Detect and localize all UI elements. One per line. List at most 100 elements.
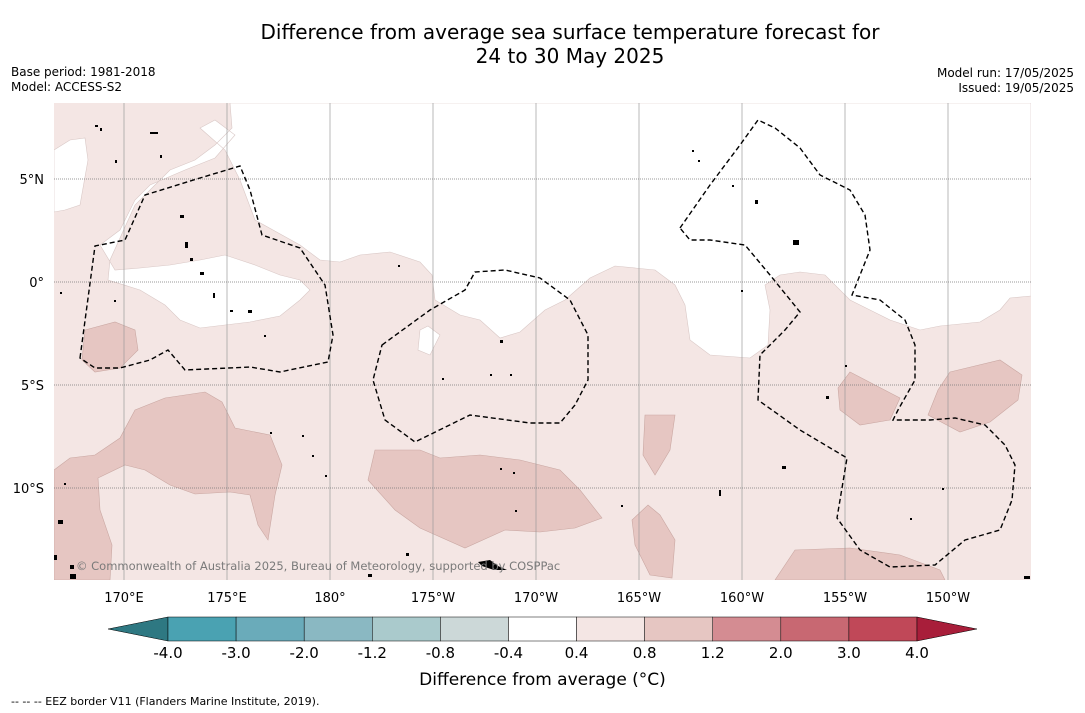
island: [230, 310, 233, 312]
footer-eez-note: -- -- -- EEZ border V11 (Flanders Marine…: [11, 695, 320, 708]
islands: [54, 125, 1030, 579]
warm-region-8: [774, 547, 946, 580]
island: [150, 132, 158, 134]
island: [513, 472, 515, 474]
island: [100, 128, 102, 131]
island: [58, 520, 63, 524]
island: [270, 432, 272, 434]
lon-labels: 170°E 175°E 180° 175°W 170°W 165°W 160°W…: [104, 591, 970, 606]
island: [698, 160, 700, 162]
warm-region-7: [927, 359, 1023, 433]
island: [160, 155, 162, 158]
island: [515, 510, 517, 512]
lon-label-175e: 175°E: [207, 591, 247, 606]
island: [70, 565, 74, 569]
island: [302, 435, 304, 437]
map-area: © Commonwealth of Australia 2025, Bureau…: [54, 103, 1031, 580]
island: [368, 574, 372, 577]
colorbar-tick-label: 1.2: [701, 644, 725, 662]
island: [185, 242, 188, 248]
island: [200, 272, 204, 275]
colorbar-tick-label: -2.0: [290, 644, 319, 662]
colorbar-tick-label: 2.0: [769, 644, 793, 662]
colorbar-tick-label: -3.0: [221, 644, 250, 662]
island: [190, 258, 193, 261]
lon-label-170e: 170°E: [104, 591, 144, 606]
island: [719, 490, 721, 496]
island: [406, 553, 409, 556]
island: [741, 290, 743, 292]
island: [54, 555, 57, 560]
meta-right: Model run: 17/05/2025 Issued: 19/05/2025: [937, 66, 1074, 96]
island: [826, 396, 829, 399]
lon-label-160w: 160°W: [720, 591, 764, 606]
copyright-text: © Commonwealth of Australia 2025, Bureau…: [76, 559, 560, 573]
colorbar-segment: [372, 616, 441, 642]
island: [264, 335, 266, 337]
island: [114, 300, 116, 302]
issued-date: Issued: 19/05/2025: [958, 81, 1074, 95]
island: [478, 560, 507, 570]
island: [213, 293, 215, 298]
island: [845, 365, 847, 367]
colorbar-tick-label: 0.8: [633, 644, 657, 662]
colorbar-segment: [303, 616, 373, 642]
model-run: Model run: 17/05/2025: [936, 66, 1074, 80]
meta-left: Base period: 1981-2018 Model: ACCESS-S2: [11, 65, 156, 95]
island: [442, 378, 444, 380]
warm-region-6: [837, 371, 901, 426]
colorbar-tick-label: 4.0: [905, 644, 929, 662]
colorbar-tick-label: -4.0: [153, 644, 182, 662]
colorbar-extend-high: [916, 616, 978, 642]
island: [782, 466, 786, 469]
lon-label-155w: 155°W: [823, 591, 867, 606]
colorbar-tick-label: -0.8: [426, 644, 455, 662]
neutral-regions: [54, 103, 1031, 359]
model-name: Model: ACCESS-S2: [11, 80, 123, 94]
lon-label-175w: 175°W: [411, 591, 455, 606]
warm-regions: [54, 321, 1023, 580]
island: [60, 292, 62, 294]
warm-region-2: [54, 391, 283, 580]
island: [1024, 576, 1030, 579]
eez-borders: [79, 119, 1016, 568]
colorbar-segment: [576, 616, 645, 642]
island: [500, 468, 502, 470]
base-period: Base period: 1981-2018: [11, 65, 156, 79]
island: [500, 340, 503, 343]
warm-region-5: [631, 504, 676, 579]
island: [793, 240, 799, 245]
colorbar-tick-label: -1.2: [358, 644, 387, 662]
colorbar: -4.0 -3.0 -2.0 -1.2 -0.8 -0.4 0.4 0.8 1.2 2.0 3.0 4…: [107, 616, 978, 662]
island: [621, 505, 623, 507]
island: [312, 455, 314, 457]
island: [755, 200, 758, 204]
island: [942, 488, 944, 490]
colorbar-tick-label: -0.4: [494, 644, 523, 662]
lon-label-165w: 165°W: [617, 591, 661, 606]
neutral-region-small: [417, 325, 441, 356]
island: [248, 310, 252, 313]
chart-title: Difference from average sea surface temp…: [0, 20, 1085, 68]
warm-region-4: [642, 414, 676, 476]
neutral-region-west-central: [99, 103, 1031, 359]
island: [70, 574, 76, 579]
lat-labels: 5°N 0° 5°S 10°S: [13, 173, 44, 497]
lat-label-5n: 5°N: [20, 173, 45, 188]
colorbar-segment: [644, 616, 713, 642]
eez-border-kiribati-gilbert: [79, 165, 334, 373]
island: [115, 160, 117, 163]
title-line-2: 24 to 30 May 2025: [475, 44, 665, 68]
island: [64, 483, 66, 485]
colorbar-segment: [235, 616, 305, 642]
lat-label-0: 0°: [29, 276, 44, 291]
island: [95, 125, 98, 127]
lat-label-5s: 5°S: [21, 379, 44, 394]
lon-label-180: 180°: [314, 591, 345, 606]
eez-border-phoenix: [372, 269, 589, 443]
island: [325, 475, 327, 477]
colorbar-tick-label: 0.4: [565, 644, 589, 662]
island: [910, 518, 912, 520]
lon-label-150w: 150°W: [926, 591, 970, 606]
